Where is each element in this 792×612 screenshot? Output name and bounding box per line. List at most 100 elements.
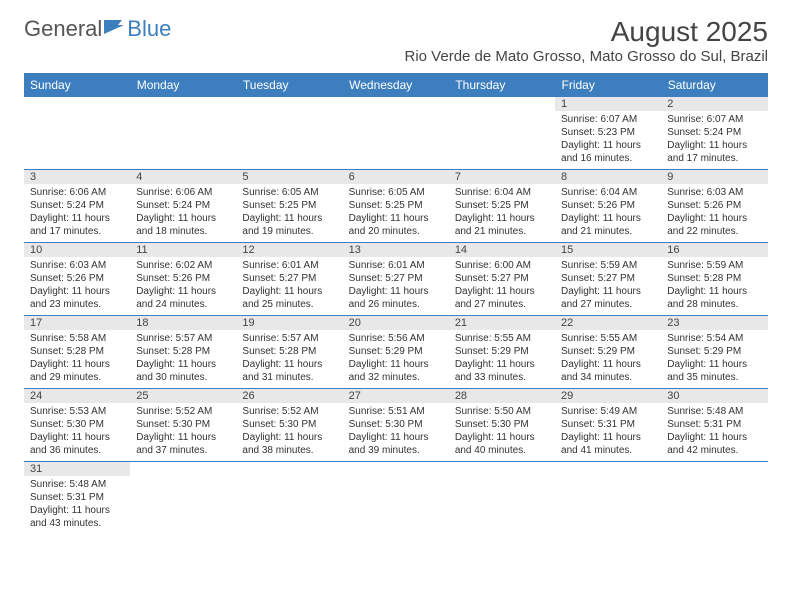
sunrise-text: Sunrise: 5:58 AM (30, 332, 124, 345)
day-content: Sunrise: 6:03 AMSunset: 5:26 PMDaylight:… (661, 184, 767, 242)
day-header: Sunday (24, 73, 130, 97)
day-number: 19 (236, 316, 342, 330)
day-number: 7 (449, 170, 555, 184)
sunset-text: Sunset: 5:29 PM (455, 345, 549, 358)
calendar-week: 3Sunrise: 6:06 AMSunset: 5:24 PMDaylight… (24, 170, 768, 243)
day-content: Sunrise: 5:54 AMSunset: 5:29 PMDaylight:… (661, 330, 767, 388)
day-content: Sunrise: 6:01 AMSunset: 5:27 PMDaylight:… (343, 257, 449, 315)
sunset-text: Sunset: 5:25 PM (455, 199, 549, 212)
calendar-cell: 16Sunrise: 5:59 AMSunset: 5:28 PMDayligh… (661, 243, 767, 316)
day-number: 4 (130, 170, 236, 184)
day-number: 3 (24, 170, 130, 184)
calendar-week: 10Sunrise: 6:03 AMSunset: 5:26 PMDayligh… (24, 243, 768, 316)
calendar-body: 1Sunrise: 6:07 AMSunset: 5:23 PMDaylight… (24, 97, 768, 534)
day-content: Sunrise: 5:53 AMSunset: 5:30 PMDaylight:… (24, 403, 130, 461)
sunrise-text: Sunrise: 6:06 AM (136, 186, 230, 199)
calendar-cell: 18Sunrise: 5:57 AMSunset: 5:28 PMDayligh… (130, 316, 236, 389)
day-number: 20 (343, 316, 449, 330)
calendar-cell (24, 97, 130, 170)
sunrise-text: Sunrise: 6:05 AM (242, 186, 336, 199)
daylight-text: Daylight: 11 hours and 22 minutes. (667, 212, 761, 238)
day-number (24, 97, 130, 111)
sunset-text: Sunset: 5:28 PM (136, 345, 230, 358)
day-number: 13 (343, 243, 449, 257)
daylight-text: Daylight: 11 hours and 41 minutes. (561, 431, 655, 457)
day-number: 22 (555, 316, 661, 330)
calendar-cell (343, 462, 449, 535)
daylight-text: Daylight: 11 hours and 35 minutes. (667, 358, 761, 384)
day-content: Sunrise: 5:57 AMSunset: 5:28 PMDaylight:… (236, 330, 342, 388)
day-header: Tuesday (236, 73, 342, 97)
sunset-text: Sunset: 5:30 PM (136, 418, 230, 431)
day-content: Sunrise: 6:06 AMSunset: 5:24 PMDaylight:… (130, 184, 236, 242)
sunset-text: Sunset: 5:27 PM (455, 272, 549, 285)
page-subtitle: Rio Verde de Mato Grosso, Mato Grosso do… (24, 48, 768, 65)
sunrise-text: Sunrise: 5:50 AM (455, 405, 549, 418)
daylight-text: Daylight: 11 hours and 21 minutes. (455, 212, 549, 238)
sunset-text: Sunset: 5:28 PM (242, 345, 336, 358)
calendar-cell: 30Sunrise: 5:48 AMSunset: 5:31 PMDayligh… (661, 389, 767, 462)
day-number (661, 462, 767, 476)
sunset-text: Sunset: 5:24 PM (136, 199, 230, 212)
day-content: Sunrise: 6:05 AMSunset: 5:25 PMDaylight:… (236, 184, 342, 242)
daylight-text: Daylight: 11 hours and 34 minutes. (561, 358, 655, 384)
calendar-week: 31Sunrise: 5:48 AMSunset: 5:31 PMDayligh… (24, 462, 768, 535)
calendar-cell: 22Sunrise: 5:55 AMSunset: 5:29 PMDayligh… (555, 316, 661, 389)
day-number: 23 (661, 316, 767, 330)
sunrise-text: Sunrise: 5:56 AM (349, 332, 443, 345)
calendar-cell: 7Sunrise: 6:04 AMSunset: 5:25 PMDaylight… (449, 170, 555, 243)
day-content: Sunrise: 5:55 AMSunset: 5:29 PMDaylight:… (555, 330, 661, 388)
calendar-cell: 6Sunrise: 6:05 AMSunset: 5:25 PMDaylight… (343, 170, 449, 243)
sunrise-text: Sunrise: 5:53 AM (30, 405, 124, 418)
day-number: 24 (24, 389, 130, 403)
day-number (130, 97, 236, 111)
day-number: 27 (343, 389, 449, 403)
daylight-text: Daylight: 11 hours and 31 minutes. (242, 358, 336, 384)
daylight-text: Daylight: 11 hours and 21 minutes. (561, 212, 655, 238)
sunset-text: Sunset: 5:28 PM (667, 272, 761, 285)
daylight-text: Daylight: 11 hours and 27 minutes. (455, 285, 549, 311)
calendar-cell (449, 97, 555, 170)
page-header: GeneralBlue August 2025 (24, 16, 768, 48)
day-number: 26 (236, 389, 342, 403)
calendar-cell: 14Sunrise: 6:00 AMSunset: 5:27 PMDayligh… (449, 243, 555, 316)
daylight-text: Daylight: 11 hours and 32 minutes. (349, 358, 443, 384)
day-number: 18 (130, 316, 236, 330)
day-number: 21 (449, 316, 555, 330)
sunset-text: Sunset: 5:26 PM (561, 199, 655, 212)
day-header: Thursday (449, 73, 555, 97)
calendar-cell (236, 462, 342, 535)
day-content: Sunrise: 5:58 AMSunset: 5:28 PMDaylight:… (24, 330, 130, 388)
day-number: 25 (130, 389, 236, 403)
daylight-text: Daylight: 11 hours and 28 minutes. (667, 285, 761, 311)
calendar-cell: 11Sunrise: 6:02 AMSunset: 5:26 PMDayligh… (130, 243, 236, 316)
daylight-text: Daylight: 11 hours and 36 minutes. (30, 431, 124, 457)
calendar-cell: 23Sunrise: 5:54 AMSunset: 5:29 PMDayligh… (661, 316, 767, 389)
daylight-text: Daylight: 11 hours and 19 minutes. (242, 212, 336, 238)
daylight-text: Daylight: 11 hours and 42 minutes. (667, 431, 761, 457)
daylight-text: Daylight: 11 hours and 18 minutes. (136, 212, 230, 238)
sunset-text: Sunset: 5:31 PM (30, 491, 124, 504)
day-content: Sunrise: 5:51 AMSunset: 5:30 PMDaylight:… (343, 403, 449, 461)
sunset-text: Sunset: 5:27 PM (561, 272, 655, 285)
daylight-text: Daylight: 11 hours and 20 minutes. (349, 212, 443, 238)
day-number: 1 (555, 97, 661, 111)
sunrise-text: Sunrise: 5:54 AM (667, 332, 761, 345)
calendar-cell: 28Sunrise: 5:50 AMSunset: 5:30 PMDayligh… (449, 389, 555, 462)
sunrise-text: Sunrise: 5:57 AM (136, 332, 230, 345)
day-number: 5 (236, 170, 342, 184)
day-number: 29 (555, 389, 661, 403)
calendar-week: 1Sunrise: 6:07 AMSunset: 5:23 PMDaylight… (24, 97, 768, 170)
calendar-cell: 24Sunrise: 5:53 AMSunset: 5:30 PMDayligh… (24, 389, 130, 462)
calendar-cell: 2Sunrise: 6:07 AMSunset: 5:24 PMDaylight… (661, 97, 767, 170)
sunrise-text: Sunrise: 5:55 AM (455, 332, 549, 345)
day-number: 30 (661, 389, 767, 403)
sunset-text: Sunset: 5:28 PM (30, 345, 124, 358)
sunrise-text: Sunrise: 5:51 AM (349, 405, 443, 418)
sunrise-text: Sunrise: 6:07 AM (667, 113, 761, 126)
day-content: Sunrise: 6:04 AMSunset: 5:26 PMDaylight:… (555, 184, 661, 242)
daylight-text: Daylight: 11 hours and 37 minutes. (136, 431, 230, 457)
day-number (343, 462, 449, 476)
sunset-text: Sunset: 5:24 PM (30, 199, 124, 212)
day-content: Sunrise: 5:48 AMSunset: 5:31 PMDaylight:… (661, 403, 767, 461)
